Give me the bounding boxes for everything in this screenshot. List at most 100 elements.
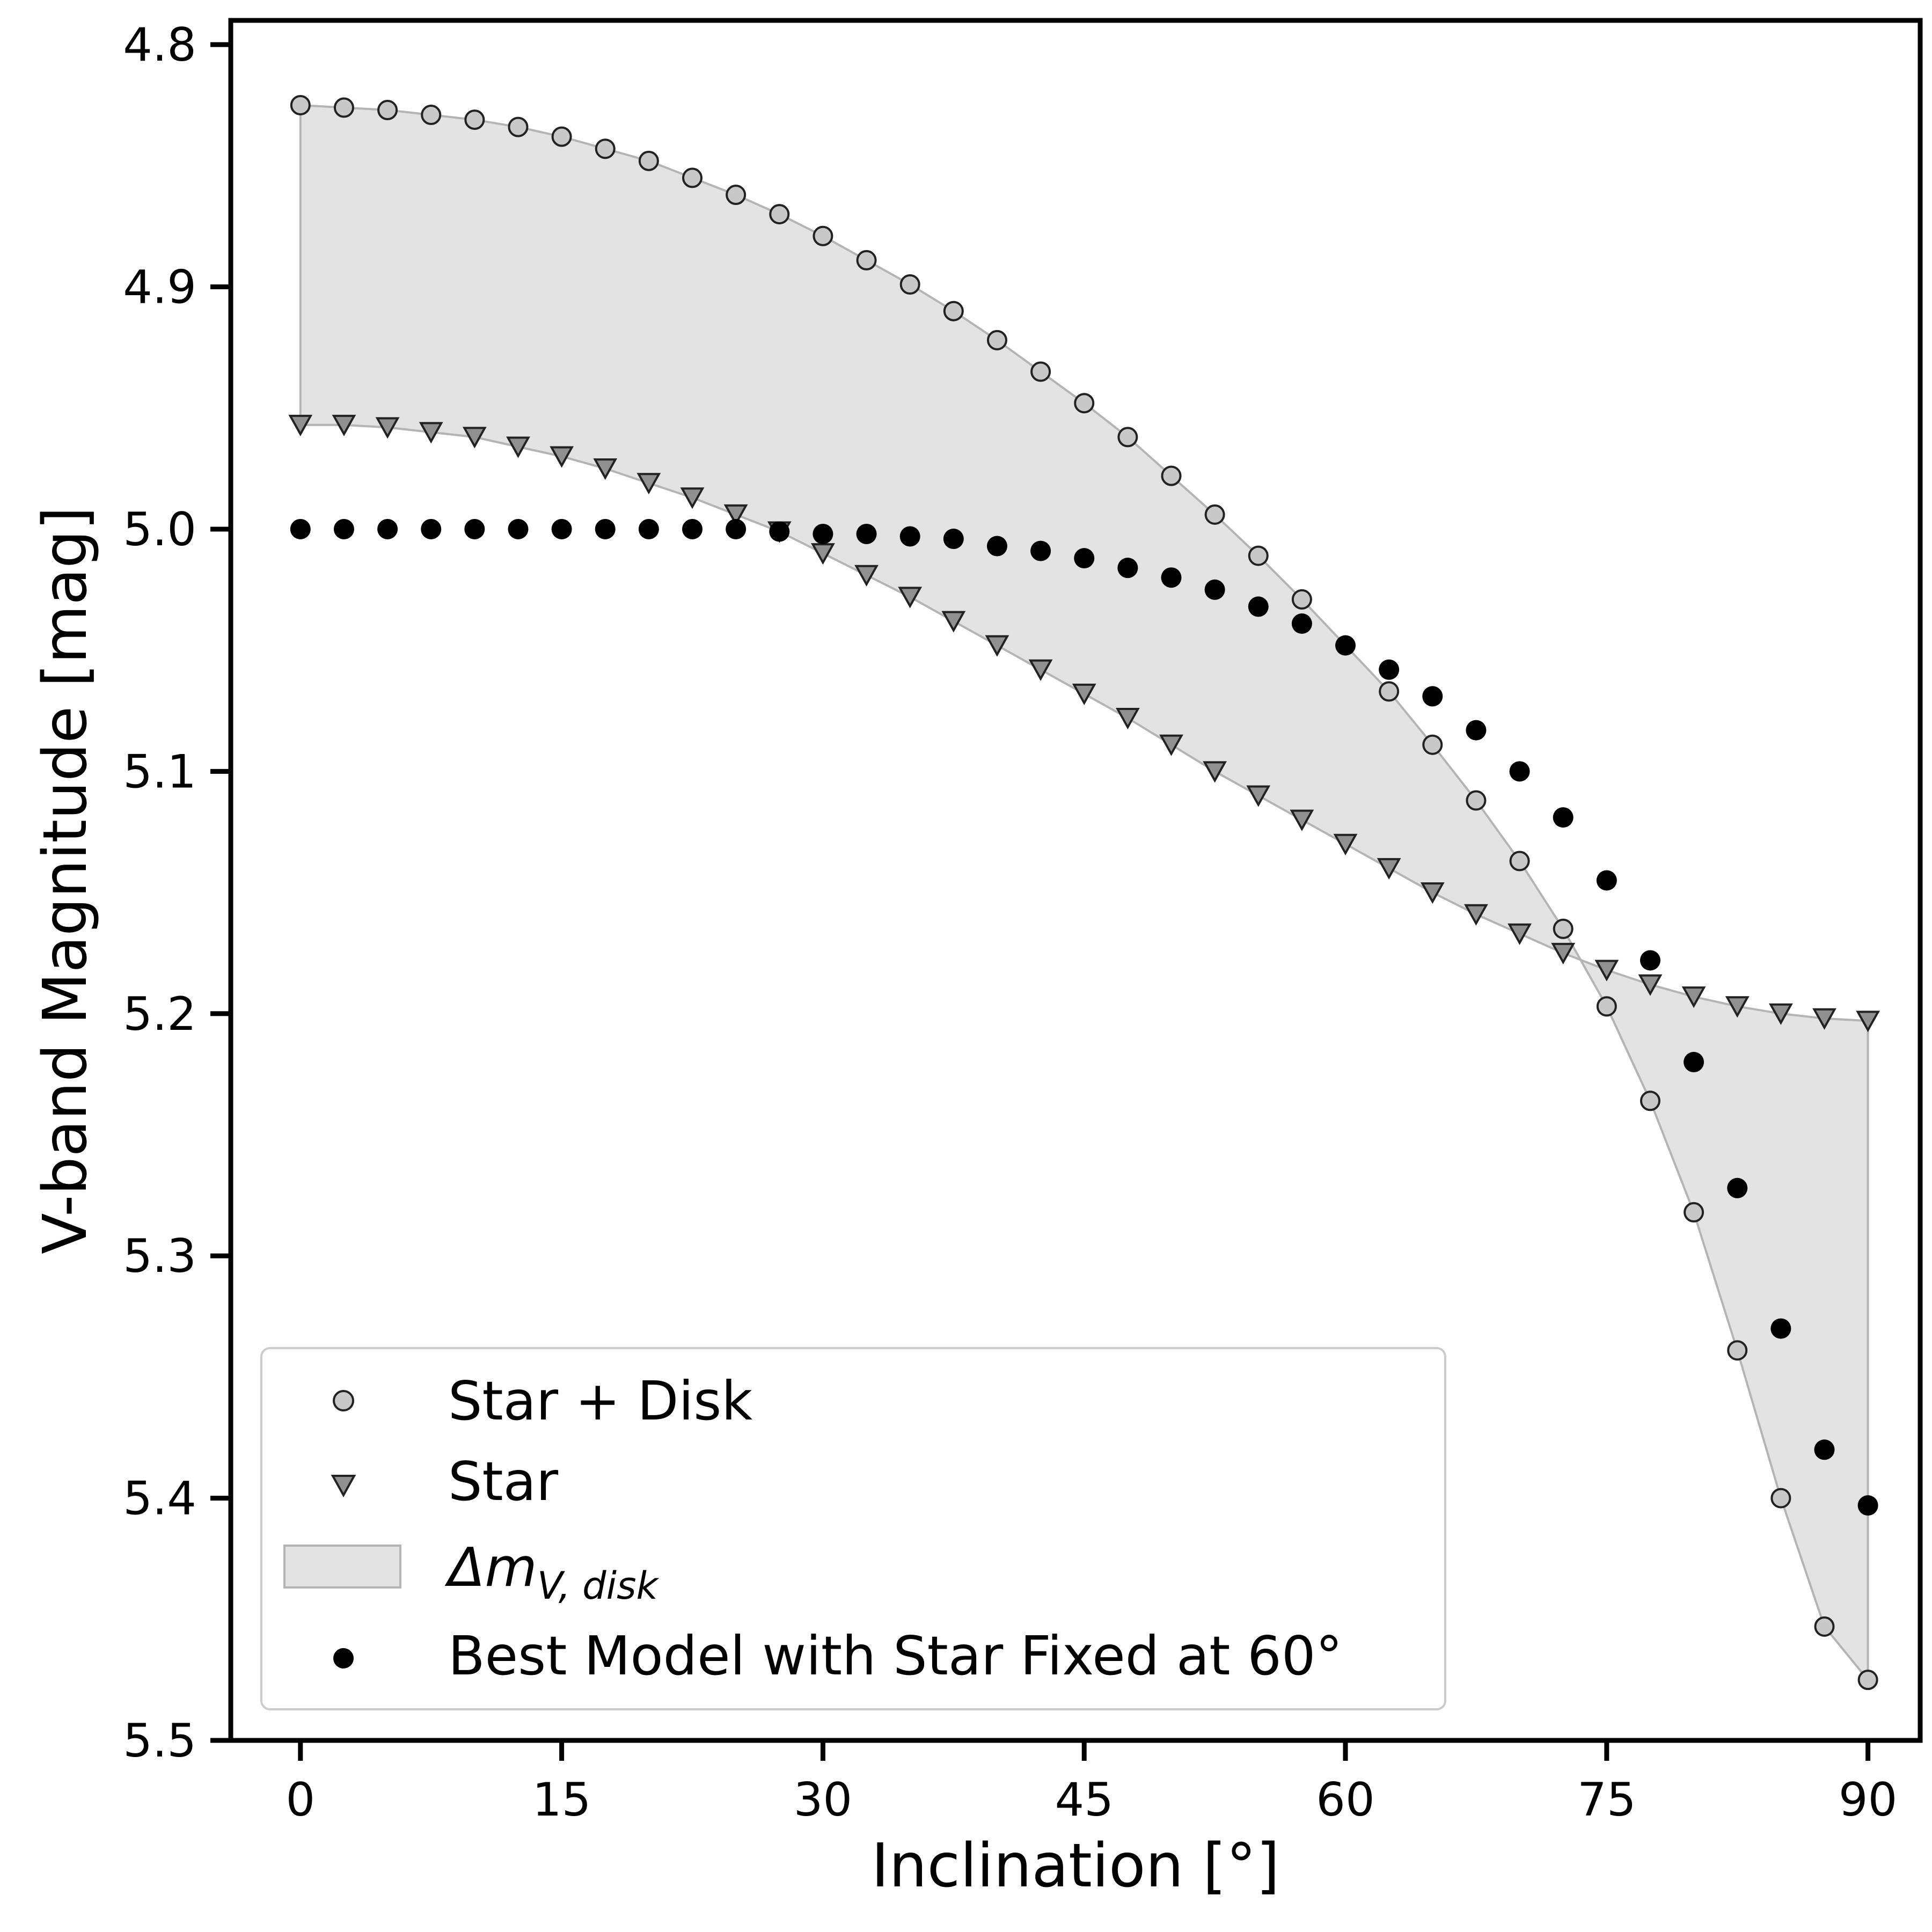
- point-best-model: [1509, 761, 1530, 782]
- point-best-model: [377, 518, 398, 539]
- point-star-disk: [1509, 851, 1530, 872]
- point-best-model: [1422, 686, 1443, 707]
- point-star: [723, 504, 748, 526]
- legend-label-delta-m-disk: ΔmV, disk: [444, 1536, 660, 1608]
- series-1: [290, 94, 1878, 1690]
- point-best-model: [1074, 548, 1095, 569]
- point-best-model: [595, 518, 616, 539]
- point-star-disk: [1422, 734, 1443, 755]
- point-star-disk: [377, 100, 398, 121]
- point-star-disk: [333, 97, 354, 118]
- point-star-disk: [986, 330, 1007, 350]
- point-best-model: [1291, 613, 1312, 634]
- legend-box: [260, 1347, 1446, 1710]
- point-star: [288, 414, 313, 436]
- point-star-disk: [1684, 1202, 1704, 1223]
- point-star-disk: [638, 150, 659, 171]
- point-star: [898, 587, 923, 609]
- legend-label-star-disk: Star + Disk: [448, 1370, 752, 1432]
- legend-label-best-model: Best Model with Star Fixed at 60°: [448, 1624, 1343, 1687]
- point-best-model: [899, 526, 920, 547]
- x-tick-label: 75: [1577, 1773, 1636, 1827]
- point-star: [1594, 960, 1619, 982]
- y-axis-title: V-band Magnitude [mag]: [31, 507, 100, 1254]
- point-best-model: [682, 518, 703, 539]
- point-best-model: [421, 518, 442, 539]
- legend-label-star: Star: [448, 1450, 559, 1513]
- point-star-disk: [464, 109, 485, 130]
- point-star: [636, 473, 661, 495]
- legend-label-delta-m-main: Δm: [444, 1536, 537, 1599]
- point-star: [375, 417, 400, 439]
- point-best-model: [1161, 567, 1182, 588]
- x-tick-label: 0: [286, 1773, 315, 1827]
- legend-marker-best-model: [333, 1648, 354, 1668]
- x-tick-label: 30: [794, 1773, 852, 1827]
- point-star: [1551, 942, 1576, 965]
- point-star-disk: [1814, 1616, 1835, 1637]
- point-star-disk: [1030, 361, 1051, 382]
- point-star: [854, 565, 879, 587]
- point-star: [985, 635, 1009, 657]
- series-layer: [288, 94, 1880, 1690]
- point-star: [1203, 761, 1227, 783]
- point-best-model: [1596, 870, 1617, 891]
- x-tick-label: 60: [1316, 1773, 1374, 1827]
- y-tick-label: 4.8: [123, 18, 196, 72]
- point-best-model: [1640, 950, 1660, 971]
- y-tick-label: 5.1: [123, 745, 196, 799]
- point-best-model: [1204, 579, 1225, 600]
- point-star: [1072, 683, 1096, 706]
- point-star: [1725, 996, 1750, 1018]
- y-tick-label: 5.4: [123, 1472, 196, 1526]
- point-star-disk: [899, 274, 920, 295]
- point-star-disk: [1204, 504, 1225, 525]
- point-star-disk: [1466, 790, 1487, 811]
- point-best-model: [1379, 659, 1400, 680]
- point-best-model: [769, 521, 790, 542]
- legend-label-delta-m-subscript: V, disk: [537, 1564, 660, 1608]
- x-tick-label: 45: [1055, 1773, 1114, 1827]
- point-star-disk: [813, 225, 833, 246]
- point-star: [332, 414, 356, 436]
- point-star: [550, 446, 574, 468]
- point-best-model: [464, 518, 485, 539]
- point-star: [593, 458, 618, 480]
- point-star-disk: [1770, 1488, 1791, 1509]
- point-best-model: [333, 518, 354, 539]
- point-best-model: [1466, 720, 1487, 741]
- point-star: [811, 543, 835, 565]
- point-star: [680, 487, 705, 509]
- series-2: [288, 414, 1880, 1033]
- point-star: [1768, 1003, 1793, 1025]
- point-star: [1159, 734, 1183, 756]
- x-axis-title: Inclination [°]: [872, 1831, 1280, 1901]
- point-star: [1464, 904, 1488, 926]
- point-best-model: [638, 518, 659, 539]
- point-star-disk: [1291, 589, 1312, 610]
- point-star: [941, 611, 966, 633]
- legend-marker-star: [331, 1475, 356, 1498]
- point-star-disk: [1248, 545, 1269, 566]
- y-tick-label: 5.0: [123, 503, 196, 557]
- point-star: [506, 436, 530, 458]
- point-star-disk: [595, 138, 616, 159]
- point-star-disk: [726, 185, 747, 206]
- point-best-model: [726, 518, 747, 539]
- point-star: [1028, 659, 1053, 681]
- point-star: [1333, 833, 1358, 855]
- legend: Star + Disk Star ΔmV, disk Best Model wi…: [260, 1347, 1446, 1710]
- point-star-disk: [1379, 681, 1400, 702]
- point-star-disk: [1117, 427, 1138, 448]
- y-tick-label: 5.5: [123, 1714, 196, 1768]
- point-best-model: [813, 523, 833, 544]
- point-star-disk: [769, 204, 790, 225]
- point-best-model: [551, 518, 572, 539]
- point-star-disk: [1553, 918, 1574, 939]
- point-star: [1420, 882, 1445, 904]
- point-star-disk: [1161, 465, 1182, 486]
- point-best-model: [986, 536, 1007, 557]
- point-star: [462, 427, 487, 449]
- point-best-model: [1814, 1439, 1835, 1460]
